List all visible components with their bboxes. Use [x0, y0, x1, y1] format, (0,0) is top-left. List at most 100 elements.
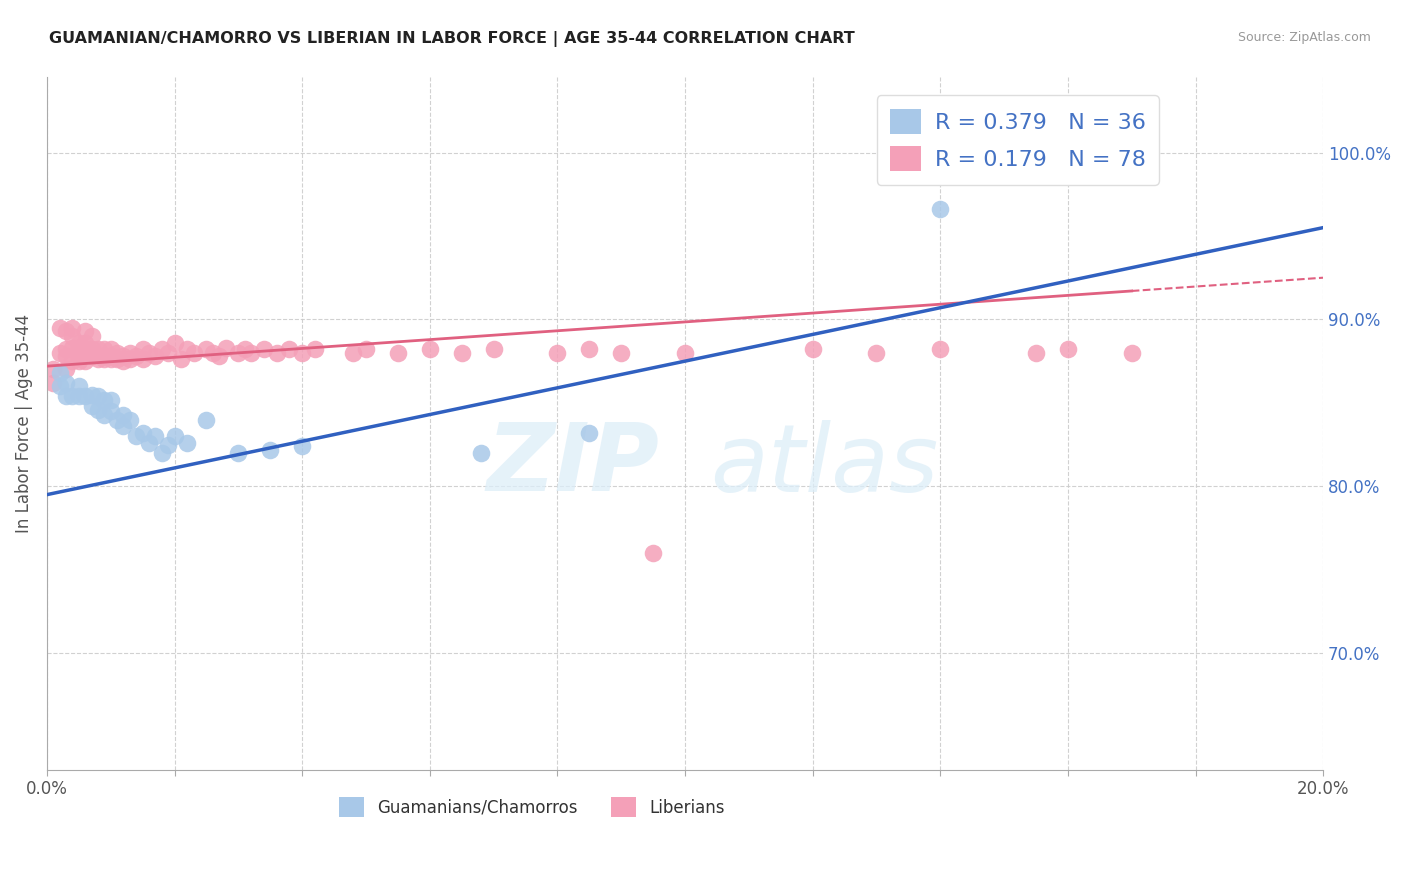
Point: [176, 343, 198, 357]
Point: [55, 362, 77, 376]
Point: [62, 341, 84, 355]
Point: [801, 343, 824, 357]
Point: [80, 399, 103, 413]
Point: [87, 343, 110, 357]
Point: [266, 346, 288, 360]
Point: [342, 346, 364, 360]
Point: [195, 343, 218, 357]
Point: [157, 437, 180, 451]
Point: [131, 352, 153, 367]
Text: Source: ZipAtlas.com: Source: ZipAtlas.com: [1237, 31, 1371, 45]
Point: [112, 408, 135, 422]
Point: [387, 346, 409, 360]
Point: [80, 343, 103, 357]
Point: [546, 346, 568, 360]
Point: [291, 439, 314, 453]
Point: [233, 343, 256, 357]
Point: [67, 335, 90, 350]
Point: [87, 389, 110, 403]
Point: [100, 349, 122, 363]
Point: [150, 446, 173, 460]
Legend: Guamanians/Chamorros, Liberians: Guamanians/Chamorros, Liberians: [332, 790, 731, 824]
Point: [201, 346, 224, 360]
Point: [118, 412, 141, 426]
Point: [48, 320, 70, 334]
Point: [253, 343, 276, 357]
Point: [87, 352, 110, 367]
Point: [55, 349, 77, 363]
Point: [208, 349, 231, 363]
Point: [55, 389, 77, 403]
Point: [183, 346, 205, 360]
Text: ZIP: ZIP: [486, 419, 659, 511]
Point: [93, 343, 115, 357]
Point: [67, 349, 90, 363]
Point: [42, 362, 65, 376]
Point: [100, 352, 122, 367]
Point: [80, 387, 103, 401]
Point: [482, 343, 505, 357]
Point: [228, 346, 250, 360]
Point: [354, 343, 377, 357]
Point: [278, 343, 301, 357]
Point: [125, 349, 148, 363]
Point: [75, 343, 97, 357]
Point: [1088, 145, 1111, 160]
Point: [67, 379, 90, 393]
Point: [578, 343, 600, 357]
Point: [93, 349, 115, 363]
Point: [87, 402, 110, 417]
Point: [105, 346, 128, 360]
Point: [100, 404, 122, 418]
Point: [163, 429, 186, 443]
Point: [138, 436, 160, 450]
Y-axis label: In Labor Force | Age 35-44: In Labor Force | Age 35-44: [15, 314, 32, 533]
Point: [145, 349, 167, 363]
Point: [450, 346, 472, 360]
Text: GUAMANIAN/CHAMORRO VS LIBERIAN IN LABOR FORCE | AGE 35-44 CORRELATION CHART: GUAMANIAN/CHAMORRO VS LIBERIAN IN LABOR …: [49, 31, 855, 47]
Point: [470, 446, 492, 460]
Point: [42, 376, 65, 390]
Point: [150, 343, 173, 357]
Point: [67, 354, 90, 368]
Point: [93, 408, 115, 422]
Point: [118, 352, 141, 367]
Point: [93, 392, 115, 407]
Point: [48, 379, 70, 393]
Point: [157, 346, 180, 360]
Point: [610, 346, 633, 360]
Point: [1121, 346, 1143, 360]
Point: [105, 352, 128, 367]
Point: [304, 343, 326, 357]
Point: [75, 354, 97, 368]
Point: [55, 343, 77, 357]
Point: [100, 343, 122, 357]
Point: [643, 546, 665, 560]
Point: [55, 376, 77, 390]
Point: [75, 389, 97, 403]
Point: [163, 335, 186, 350]
Point: [62, 389, 84, 403]
Text: atlas: atlas: [710, 420, 939, 511]
Point: [105, 412, 128, 426]
Point: [291, 346, 314, 360]
Point: [100, 392, 122, 407]
Point: [48, 346, 70, 360]
Point: [176, 436, 198, 450]
Point: [75, 324, 97, 338]
Point: [131, 343, 153, 357]
Point: [62, 354, 84, 368]
Point: [125, 429, 148, 443]
Point: [80, 329, 103, 343]
Point: [112, 349, 135, 363]
Point: [80, 349, 103, 363]
Point: [145, 429, 167, 443]
Point: [1025, 346, 1047, 360]
Point: [112, 354, 135, 368]
Point: [48, 366, 70, 380]
Point: [67, 341, 90, 355]
Point: [240, 346, 263, 360]
Point: [112, 419, 135, 434]
Point: [673, 346, 696, 360]
Point: [865, 346, 887, 360]
